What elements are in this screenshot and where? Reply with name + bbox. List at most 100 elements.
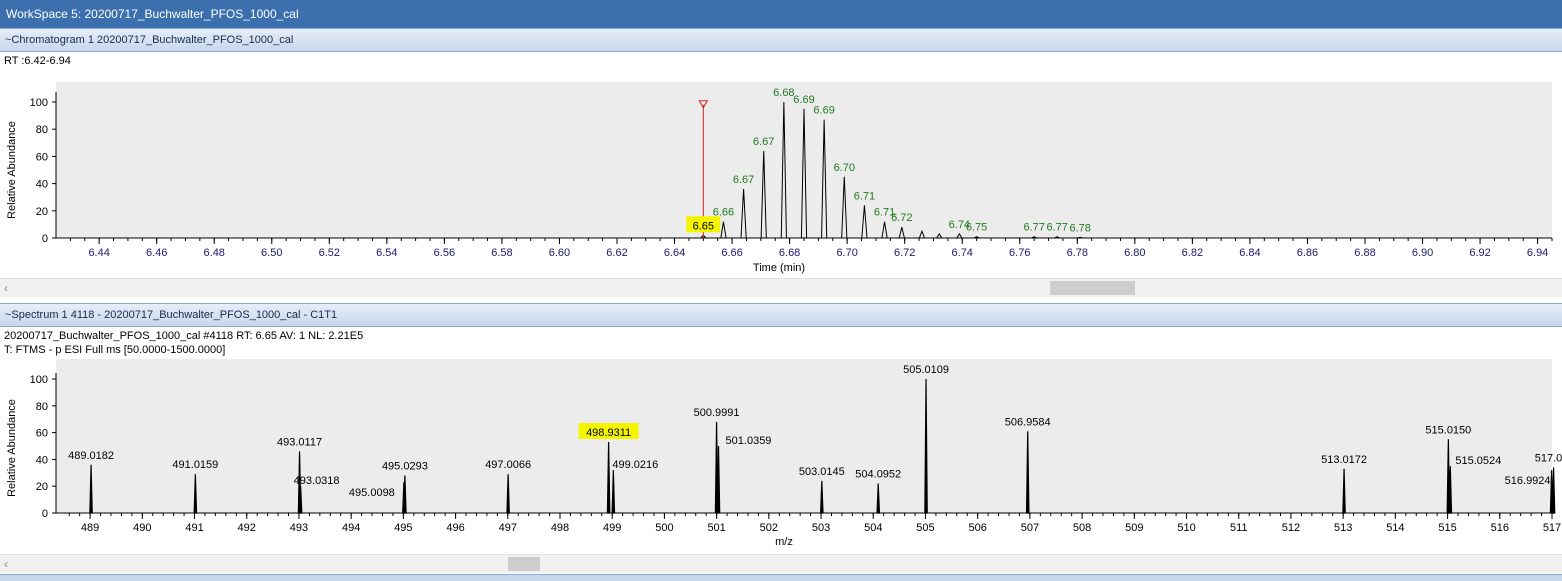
spectrum-peak-label: 489.0182	[68, 450, 114, 462]
spectrum-peak-label: 504.0952	[855, 469, 901, 481]
chromatogram-x-tick-label: 6.64	[664, 247, 685, 259]
chromatogram-peak-label: 6.67	[733, 174, 754, 186]
spectrum-x-tick-label: 500	[655, 522, 673, 534]
spectrum-peak-label: 495.0098	[349, 487, 395, 499]
spectrum-x-tick-label: 515	[1438, 522, 1456, 534]
chromatogram-x-tick-label: 6.68	[779, 247, 800, 259]
spectrum-peak	[606, 441, 611, 514]
chromatogram-peak-label: 6.75	[966, 222, 987, 234]
spectrum-x-tick-label: 506	[969, 522, 987, 534]
spectrum-peak-label: 501.0359	[726, 435, 772, 447]
chromatogram-x-tick-label: 6.88	[1354, 247, 1375, 259]
spectrum-x-tick-label: 492	[238, 522, 256, 534]
chromatogram-x-tick-label: 6.74	[952, 247, 973, 259]
chromatogram-x-tick-label: 6.44	[88, 247, 109, 259]
spectrum-x-label: m/z	[775, 536, 793, 548]
spectrum-x-tick-label: 498	[551, 522, 569, 534]
chromatogram-peak-label: 6.70	[834, 162, 855, 174]
spectrum-peak-label: 493.0318	[294, 475, 340, 487]
spectrum-panel-header[interactable]: ~Spectrum 1 4118 - 20200717_Buchwalter_P…	[0, 303, 1562, 327]
spectrum-peak-label: 491.0159	[172, 459, 218, 471]
chromatogram-y-tick-label: 60	[36, 151, 48, 163]
spectrum-peak	[1446, 439, 1451, 514]
spectrum-peak-label: 495.0293	[382, 460, 428, 472]
spectrum-peak-label: 500.9991	[694, 407, 740, 419]
chromatogram-x-tick-label: 6.72	[894, 247, 915, 259]
spectrum-peak	[1342, 468, 1346, 514]
spectrum-peak	[924, 378, 928, 514]
chromatogram-plot[interactable]: 6.44 6.46 6.48 6.50 6.52 6.54 6.56 6.58 6.60 6.62…	[0, 70, 1562, 278]
spectrum-peak-label: 513.0172	[1321, 454, 1367, 466]
chromatogram-peak-label: 6.66	[713, 207, 734, 219]
chromatogram-x-tick-label: 6.58	[491, 247, 512, 259]
chromatogram-x-tick-label: 6.92	[1469, 247, 1490, 259]
spectrum-peak	[819, 480, 824, 514]
spectrum-x-tick-label: 493	[290, 522, 308, 534]
spectrum-peak	[611, 470, 616, 514]
spectrum-y-tick-label: 0	[42, 508, 48, 520]
spectrum-x-tick-label: 508	[1073, 522, 1091, 534]
chromatogram-x-tick-label: 6.48	[204, 247, 225, 259]
chromatogram-x-tick-label: 6.84	[1239, 247, 1260, 259]
chromatogram-peak-label: 6.72	[891, 212, 912, 224]
chromatogram-y-tick-label: 0	[42, 233, 48, 245]
chromatogram-x-tick-label: 6.52	[319, 247, 340, 259]
spectrum-x-tick-label: 491	[185, 522, 203, 534]
spectrum-x-tick-label: 507	[1021, 522, 1039, 534]
spectrum-x-tick-label: 494	[342, 522, 360, 534]
spectrum-peak-label: 493.0117	[277, 436, 322, 448]
spectrum-y-label: Relative Abundance	[6, 399, 18, 497]
chromatogram-x-tick-label: 6.90	[1412, 247, 1433, 259]
spectrum-y-tick-label: 20	[36, 481, 48, 493]
spectrum-x-tick-label: 511	[1230, 522, 1248, 534]
chromatogram-x-tick-label: 6.82	[1182, 247, 1203, 259]
chromatogram-peak-label: 6.67	[753, 136, 774, 148]
chromatogram-x-tick-label: 6.76	[1009, 247, 1030, 259]
window-title: WorkSpace 5: 20200717_Buchwalter_PFOS_10…	[6, 7, 299, 21]
spectrum-peak-label: 515.0524	[1455, 455, 1501, 467]
spectrum-peak-label: 515.0150	[1425, 424, 1471, 436]
spectrum-x-tick-label: 509	[1125, 522, 1143, 534]
spectrum-y-tick-label: 60	[36, 428, 48, 440]
chromatogram-x-tick-label: 6.94	[1527, 247, 1548, 259]
spectrum-x-tick-label: 504	[864, 522, 882, 534]
chromatogram-y-tick-label: 100	[30, 97, 48, 109]
chevron-left-icon[interactable]: ‹	[4, 557, 8, 571]
chromatogram-y-tick-label: 40	[36, 179, 48, 191]
chromatogram-x-tick-label: 6.56	[434, 247, 455, 259]
spectrum-peak	[876, 483, 881, 514]
chromatogram-x-tick-label: 6.46	[146, 247, 167, 259]
chromatogram-scroll-thumb[interactable]	[1050, 281, 1135, 295]
spectrum-title: ~Spectrum 1 4118 - 20200717_Buchwalter_P…	[5, 309, 338, 321]
spectrum-scroll-thumb[interactable]	[508, 557, 540, 571]
chromatogram-panel-header[interactable]: ~Chromatogram 1 20200717_Buchwalter_PFOS…	[0, 28, 1562, 52]
spectrum-peak-label: 497.0066	[485, 459, 531, 471]
chromatogram-peak-label: 6.71	[854, 190, 875, 202]
spectrum-peak	[298, 486, 303, 514]
spectrum-peak-label: 517.03	[1535, 452, 1562, 464]
spectrum-y-tick-label: 80	[36, 401, 48, 413]
spectrum-info-line2: T: FTMS - p ESI Full ms [50.0000-1500.00…	[4, 344, 226, 356]
spectrum-peak	[1551, 467, 1556, 514]
chromatogram-x-tick-label: 6.60	[549, 247, 570, 259]
spectrum-x-tick-label: 510	[1177, 522, 1195, 534]
chromatogram-peak-label: 6.78	[1069, 222, 1090, 234]
spectrum-plot[interactable]: 489 490 491 492 493 494 495 496 497 498 499 500 501 5…	[0, 357, 1562, 554]
spectrum-peak	[193, 474, 198, 514]
chromatogram-x-tick-label: 6.54	[376, 247, 397, 259]
chromatogram-peak-label: 6.69	[813, 105, 834, 117]
spectrum-scrollbar[interactable]: ‹	[0, 554, 1562, 573]
chromatogram-x-tick-label: 6.86	[1297, 247, 1318, 259]
chevron-left-icon[interactable]: ‹	[4, 281, 8, 295]
spectrum-peak-label: 498.9311	[586, 427, 631, 439]
spectrum-x-tick-label: 513	[1334, 522, 1352, 534]
window-titlebar: WorkSpace 5: 20200717_Buchwalter_PFOS_10…	[0, 0, 1562, 28]
spectrum-peak-label: 505.0109	[903, 364, 949, 376]
chromatogram-scrollbar[interactable]: ‹	[0, 278, 1562, 297]
chromatogram-title: ~Chromatogram 1 20200717_Buchwalter_PFOS…	[5, 34, 294, 46]
spectrum-peak	[716, 445, 721, 514]
chromatogram-plot-area	[56, 82, 1552, 238]
chromatogram-trace	[559, 101, 1135, 239]
spectrum-x-tick-label: 501	[707, 522, 725, 534]
spectrum-plot-area	[56, 359, 1552, 513]
